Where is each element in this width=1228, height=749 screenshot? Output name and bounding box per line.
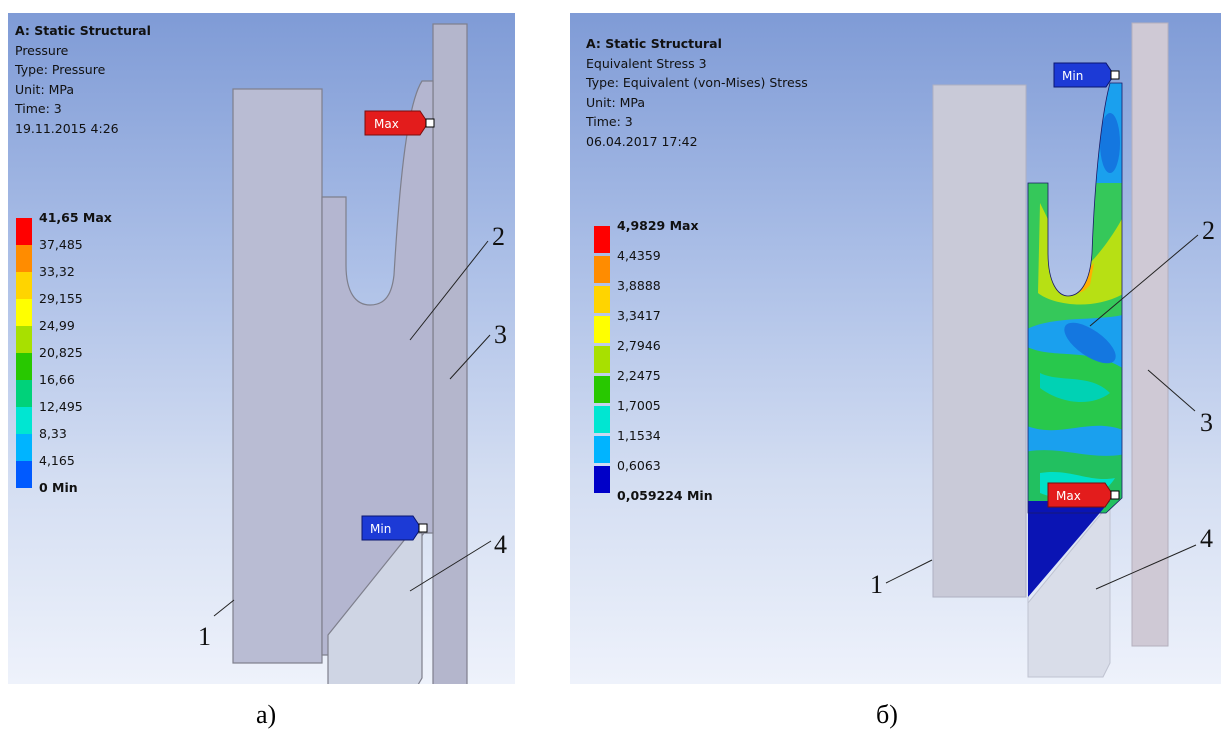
legend-label: 24,99	[39, 318, 75, 333]
result-date-b: 06.04.2017 17:42	[586, 133, 698, 149]
legend-label: 3,8888	[617, 278, 661, 293]
legend-label: 20,825	[39, 345, 83, 360]
result-time-b: Time: 3	[586, 114, 633, 129]
caption-b: б)	[876, 700, 898, 729]
part-1	[932, 84, 1027, 598]
part-label-4: 4	[494, 530, 507, 559]
leader-line-2	[409, 240, 489, 341]
part-1	[232, 88, 323, 664]
leader-line-4	[409, 540, 492, 592]
part-2-min-region	[1028, 501, 1110, 597]
legend-label: 2,7946	[617, 338, 661, 353]
legend-swatch	[16, 380, 32, 407]
part-label-4: 4	[1200, 524, 1213, 553]
part-label-2: 2	[1202, 216, 1215, 245]
legend-label: 0,6063	[617, 458, 661, 473]
analysis-title-b: A: Static Structural	[586, 36, 722, 51]
result-date-a: 19.11.2015 4:26	[15, 120, 119, 136]
result-type-b: Type: Equivalent (von-Mises) Stress	[586, 75, 808, 90]
legend-swatch	[594, 316, 610, 343]
part-2	[1027, 82, 1123, 514]
legend-swatch	[16, 326, 32, 353]
part-2	[321, 80, 434, 656]
legend-label: 29,155	[39, 291, 83, 306]
legend-swatch	[594, 466, 610, 493]
leader-line-1	[213, 599, 235, 617]
max-probe-tag-a: Max	[364, 110, 435, 136]
legend-swatch	[594, 256, 610, 283]
legend-label-max: 4,9829 Max	[617, 218, 699, 233]
legend-swatch	[16, 353, 32, 380]
leader-line-2	[1089, 234, 1199, 327]
part-label-1: 1	[870, 570, 883, 599]
part-4	[1027, 501, 1111, 678]
legend-swatch	[594, 376, 610, 403]
max-tag-label: Max	[1056, 489, 1081, 503]
legend-swatch	[16, 299, 32, 326]
legend-swatch	[16, 218, 32, 245]
max-tag-label: Max	[374, 117, 399, 131]
result-name-a: Pressure	[15, 42, 69, 58]
legend-label: 8,33	[39, 426, 67, 441]
result-unit-b: Unit: MPa	[586, 94, 646, 110]
part-label-3: 3	[494, 320, 507, 349]
leader-line-3	[449, 334, 491, 380]
panel-a: A: Static Structural Pressure Type: Pres…	[8, 13, 515, 684]
legend-label: 4,4359	[617, 248, 661, 263]
legend-label: 12,495	[39, 399, 83, 414]
part-2-stress-contour	[1028, 83, 1122, 513]
min-tag-label: Min	[1062, 69, 1083, 83]
info-block-a: A: Static Structural Pressure Type: Pres…	[15, 21, 151, 138]
legend-label: 1,7005	[617, 398, 661, 413]
panel-b: A: Static Structural Equivalent Stress 3…	[570, 13, 1221, 684]
part-3	[1131, 22, 1169, 647]
legend-swatch	[16, 461, 32, 488]
legend-swatch	[594, 286, 610, 313]
legend-label: 4,165	[39, 453, 75, 468]
legend-swatch	[16, 245, 32, 272]
legend-swatch	[16, 434, 32, 461]
result-name-b: Equivalent Stress 3	[586, 55, 707, 71]
part-label-1: 1	[198, 622, 211, 651]
result-type-a: Type: Pressure	[15, 62, 106, 77]
legend-swatch	[594, 226, 610, 253]
legend-swatch	[16, 272, 32, 299]
legend-label: 1,1534	[617, 428, 661, 443]
min-probe-tag-b: Min	[1053, 62, 1120, 88]
legend-label: 33,32	[39, 264, 75, 279]
model-view-a: Max Min 1 2 3 4	[198, 23, 507, 684]
analysis-title-a: A: Static Structural	[15, 23, 151, 38]
legend-label-max: 41,65 Max	[39, 210, 112, 225]
result-time-a: Time: 3	[15, 101, 62, 116]
result-unit-a: Unit: MPa	[15, 81, 75, 97]
info-block-b: A: Static Structural Equivalent Stress 3…	[586, 34, 808, 151]
legend-label: 3,3417	[617, 308, 661, 323]
legend-label-min: 0,059224 Min	[617, 488, 713, 503]
legend-swatch	[16, 407, 32, 434]
legend-label: 37,485	[39, 237, 83, 252]
part-3	[432, 23, 468, 684]
legend-label: 2,2475	[617, 368, 661, 383]
min-tag-label: Min	[370, 522, 391, 536]
leader-line-1	[885, 559, 933, 584]
caption-a: а)	[256, 700, 277, 729]
legend-swatch	[594, 346, 610, 373]
legend-swatch	[594, 406, 610, 433]
min-probe-tag-a: Min	[361, 515, 428, 541]
model-view-b: Min Max 1 2 3 4	[870, 22, 1215, 678]
part-label-2: 2	[492, 222, 505, 251]
leader-line-4	[1095, 544, 1197, 590]
leader-line-3	[1147, 369, 1196, 412]
legend-label: 16,66	[39, 372, 75, 387]
max-probe-tag-b: Max	[1047, 482, 1120, 508]
part-label-3: 3	[1200, 408, 1213, 437]
legend-label-min: 0 Min	[39, 480, 78, 495]
legend-swatch	[594, 436, 610, 463]
